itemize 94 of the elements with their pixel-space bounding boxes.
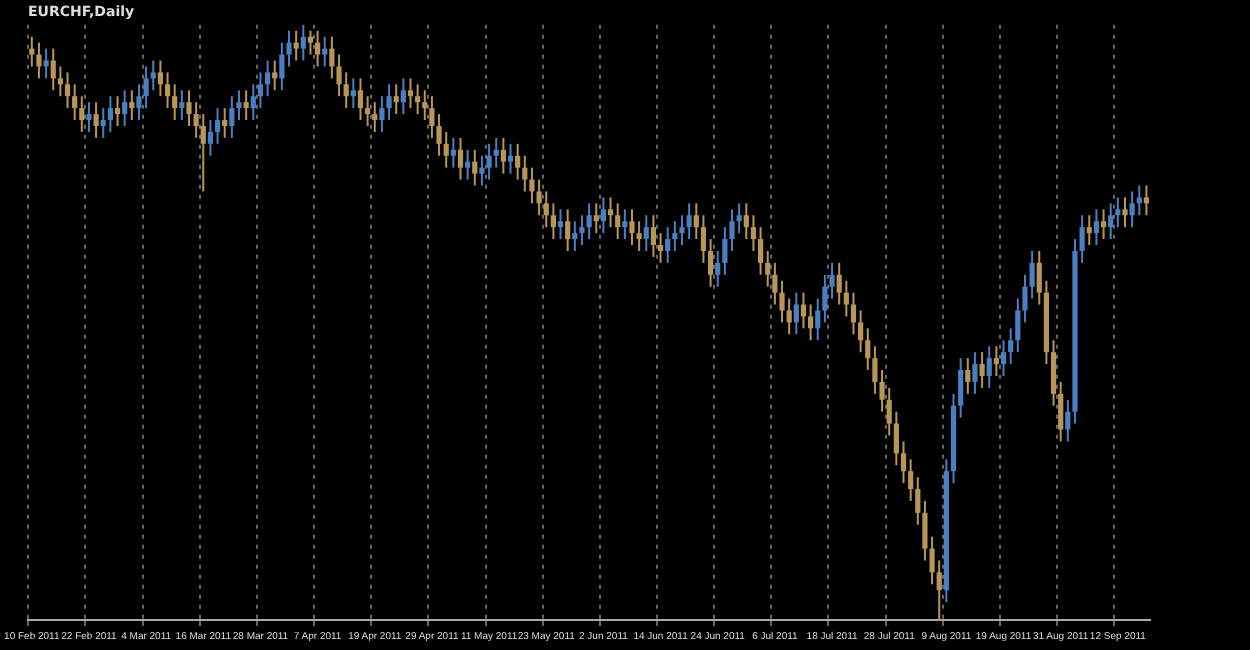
candlestick (557, 208, 564, 241)
candlestick (200, 113, 206, 193)
candlestick (586, 202, 592, 241)
candlestick (179, 89, 185, 122)
candlestick (629, 208, 635, 247)
candlestick (850, 291, 857, 336)
candlestick (157, 59, 164, 98)
candlestick (486, 142, 492, 181)
candlestick (786, 297, 792, 336)
candlestick (393, 83, 399, 116)
candlestick (700, 214, 707, 264)
candlestick (293, 29, 299, 62)
candlestick (207, 119, 214, 157)
candlestick (129, 89, 135, 122)
candlestick (979, 351, 985, 389)
candlestick (965, 357, 971, 395)
candlestick (465, 148, 471, 181)
candlestick (372, 101, 378, 133)
candlestick (400, 77, 406, 116)
candlestick (143, 65, 149, 110)
candlestick (1108, 202, 1114, 241)
candlestick (365, 95, 371, 127)
candlestick (808, 303, 814, 342)
candlestick (793, 291, 799, 336)
candlestick (264, 59, 271, 98)
candlestick (243, 89, 249, 122)
candlestick (507, 142, 514, 175)
candlestick (150, 59, 156, 92)
candlestick (107, 95, 113, 133)
candlestick (550, 202, 556, 241)
candlestick (1136, 184, 1142, 217)
candlestick (322, 35, 328, 68)
candlestick (607, 196, 614, 229)
candlestick (622, 208, 628, 241)
candlestick (357, 77, 364, 122)
candlestick (415, 83, 421, 116)
candlestick (257, 71, 264, 110)
candlestick (64, 71, 71, 110)
candlestick (343, 71, 349, 110)
candlestick (350, 77, 356, 110)
candlestick (686, 202, 692, 241)
candlestick (636, 220, 642, 252)
candlestick (315, 29, 321, 68)
candlestick (736, 202, 742, 235)
candlestick (1086, 214, 1092, 247)
candlestick (222, 107, 228, 139)
candlestick (457, 136, 464, 181)
candlestick (500, 136, 506, 175)
candlestick (1143, 184, 1150, 217)
candlestick (600, 196, 606, 235)
candlestick (593, 202, 599, 235)
candlestick (1100, 208, 1107, 241)
candlestick (515, 142, 521, 181)
candlestick (407, 77, 414, 110)
candlestick (572, 220, 578, 252)
candlestick (443, 130, 449, 169)
candlestick (1122, 196, 1128, 229)
candlestick (450, 136, 456, 169)
candlestick (214, 107, 221, 145)
candlestick (164, 71, 171, 110)
candlestick (36, 41, 42, 80)
candlestick (50, 47, 56, 92)
candlestick (493, 136, 499, 169)
candlestick (279, 41, 285, 92)
candlestick (657, 232, 664, 264)
candlestick (329, 35, 335, 80)
candlestick (86, 101, 92, 133)
candlestick (650, 214, 657, 258)
candlestick (972, 351, 978, 395)
candlestick (986, 345, 992, 389)
candlestick (757, 226, 764, 276)
candlestick (750, 214, 757, 252)
candlestick (43, 47, 49, 80)
candlestick (300, 23, 306, 62)
candlestick (93, 101, 99, 139)
candlestick (307, 29, 314, 56)
candlestick (229, 95, 235, 139)
candlestick (29, 35, 35, 68)
candlestick (665, 226, 671, 264)
candlestick (565, 208, 571, 252)
candlestick (57, 65, 63, 98)
candlestick (993, 345, 999, 377)
candlestick (707, 238, 714, 288)
candlestick (615, 202, 621, 241)
candlestick (858, 309, 864, 354)
candlestick (272, 59, 278, 92)
candlestick (122, 89, 128, 127)
candlestick (422, 89, 428, 122)
candlestick (1129, 190, 1135, 229)
candlestick (1093, 208, 1100, 247)
candlestick (472, 148, 478, 187)
candlestick (1000, 339, 1007, 377)
candlestick (643, 214, 649, 252)
candlestick (114, 95, 121, 127)
